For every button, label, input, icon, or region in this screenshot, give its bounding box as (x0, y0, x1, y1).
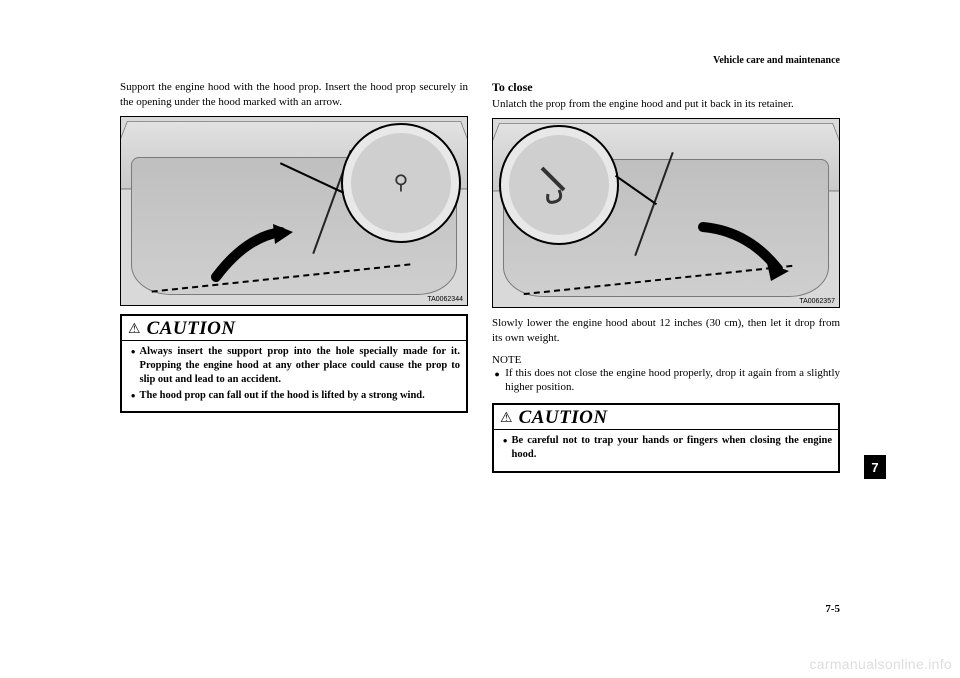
detail-callout-bubble: ⚲ (341, 123, 461, 243)
lower-arrow-icon (693, 219, 793, 284)
hood-prop-stow-illustration: TA0062357 (492, 118, 840, 308)
caution-body-right: Be careful not to trap your hands or fin… (494, 430, 838, 470)
right-column: To close Unlatch the prop from the engin… (492, 80, 840, 479)
manual-page: Vehicle care and maintenance Support the… (120, 55, 840, 615)
right-intro-text: Unlatch the prop from the engine hood an… (492, 97, 840, 112)
caution-title-row: ⚠ CAUTION (494, 405, 838, 430)
left-intro-text: Support the engine hood with the hood pr… (120, 80, 468, 110)
illustration-code: TA0062344 (427, 296, 463, 303)
detail-callout-bubble (499, 125, 619, 245)
caution-title-text: CAUTION (147, 318, 236, 340)
hood-prop-insert-illustration: ⚲ TA0062344 (120, 116, 468, 306)
warning-triangle-icon: ⚠ (500, 412, 513, 426)
to-close-heading: To close (492, 80, 840, 95)
warning-triangle-icon: ⚠ (128, 323, 141, 337)
prop-hole-icon: ⚲ (394, 170, 409, 195)
page-number: 7-5 (825, 603, 840, 615)
lift-arrow-icon (211, 222, 301, 282)
caution-box-left: ⚠ CAUTION Always insert the support prop… (120, 314, 468, 414)
detail-callout-inner (509, 135, 609, 235)
note-label: NOTE (492, 354, 840, 366)
caution-title-row: ⚠ CAUTION (122, 316, 466, 341)
left-column: Support the engine hood with the hood pr… (120, 80, 468, 479)
note-list: If this does not close the engine hood p… (492, 366, 840, 396)
detail-callout-inner: ⚲ (351, 133, 451, 233)
chapter-thumb-tab: 7 (864, 455, 886, 479)
caution-box-right: ⚠ CAUTION Be careful not to trap your ha… (492, 403, 840, 472)
caution-item: The hood prop can fall out if the hood i… (140, 389, 460, 403)
two-column-layout: Support the engine hood with the hood pr… (120, 80, 840, 479)
caution-item: Always insert the support prop into the … (140, 345, 460, 388)
caution-title-text: CAUTION (519, 407, 608, 429)
caution-body-left: Always insert the support prop into the … (122, 341, 466, 412)
prop-clip-icon (534, 160, 584, 210)
section-header: Vehicle care and maintenance (120, 55, 840, 66)
illustration-code: TA0062357 (799, 298, 835, 305)
after-image-text: Slowly lower the engine hood about 12 in… (492, 316, 840, 346)
caution-item: Be careful not to trap your hands or fin… (512, 434, 832, 462)
note-item: If this does not close the engine hood p… (505, 366, 840, 396)
watermark-text: carmanualsonline.info (810, 656, 953, 672)
